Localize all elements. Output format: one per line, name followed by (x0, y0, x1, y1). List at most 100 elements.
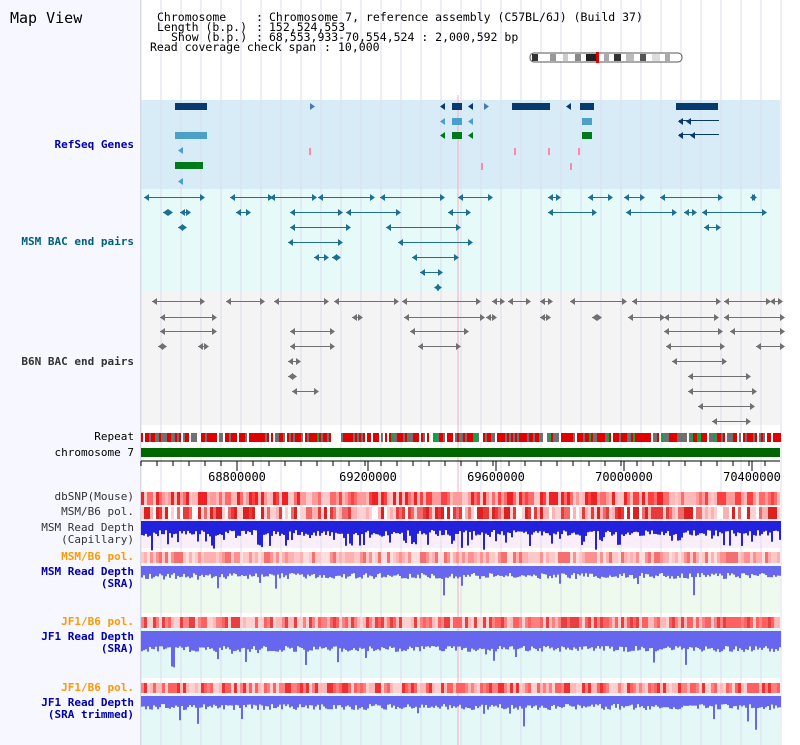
depth-bar (487, 521, 489, 536)
heat-cell (582, 507, 585, 519)
heat-cell (234, 552, 237, 563)
track-label-refseq-genes[interactable]: RefSeq Genes (54, 138, 134, 151)
depth-bar (453, 566, 455, 579)
depth-bar (425, 521, 427, 535)
depth-bar (731, 566, 733, 574)
repeat-cell (205, 433, 207, 442)
track-label-msm-bac[interactable]: MSM BAC end pairs (21, 235, 134, 248)
heat-cell (372, 492, 375, 505)
depth-bar (177, 631, 179, 648)
depth-bar (245, 696, 247, 708)
depth-bar (699, 696, 701, 705)
depth-bar (511, 631, 513, 647)
heat-cell (642, 552, 645, 563)
heat-cell (657, 492, 660, 505)
heat-cell (216, 552, 219, 563)
heat-cell (486, 617, 489, 628)
heat-cell (771, 492, 774, 505)
track-label-b6n-bac[interactable]: B6N BAC end pairs (21, 355, 134, 368)
depth-bar (699, 631, 701, 650)
depth-bar (737, 566, 739, 577)
depth-bar (759, 521, 761, 536)
depth-bar (447, 696, 449, 710)
depth-bar (535, 521, 537, 532)
depth-bar (225, 521, 227, 532)
heat-cell (762, 492, 765, 505)
depth-bar (337, 566, 339, 576)
heat-cell (462, 617, 465, 628)
heat-cell (366, 507, 369, 519)
repeat-cell (469, 433, 471, 442)
depth-bar (173, 521, 175, 535)
depth-bar (149, 631, 151, 647)
bac-end-marker (752, 194, 757, 201)
depth-bar (649, 696, 651, 710)
heat-cell (546, 683, 549, 693)
heat-cell (228, 617, 231, 628)
depth-bar (235, 631, 237, 651)
depth-bar (141, 521, 143, 536)
depth-bar (455, 566, 457, 577)
track-label-jf1-read-depth[interactable]: JF1 Read Depth (41, 630, 134, 643)
heat-cell (597, 507, 600, 519)
heat-cell (702, 492, 705, 505)
track-label-msm-read-depth-capillary[interactable]: MSM Read Depth (41, 521, 134, 534)
depth-bar (539, 521, 541, 532)
heat-cell (630, 492, 633, 505)
depth-bar (331, 521, 333, 533)
depth-bar (591, 631, 593, 648)
depth-bar (757, 631, 759, 650)
heat-cell (660, 617, 663, 628)
heat-cell (426, 507, 429, 519)
track-label-dbsnp[interactable]: dbSNP(Mouse) (54, 490, 134, 503)
heat-cell (654, 683, 657, 693)
heat-cell (261, 507, 264, 519)
heat-cell (300, 552, 303, 563)
repeat-cell (547, 433, 549, 442)
repeat-cell (543, 433, 545, 442)
depth-bar (173, 566, 175, 574)
heat-cell (603, 552, 606, 563)
depth-bar (349, 566, 351, 577)
track-label-jf1-b6-pol-trimmed[interactable]: JF1/B6 pol. (61, 681, 134, 694)
heat-cell (717, 492, 720, 505)
depth-bar (645, 566, 647, 575)
track-label-msm-b6-pol-sra[interactable]: MSM/B6 pol. (61, 550, 134, 563)
heat-cell (729, 683, 732, 693)
heat-cell (564, 492, 567, 505)
heat-cell (165, 617, 168, 628)
heat-cell (459, 492, 462, 505)
depth-bar (529, 521, 531, 547)
track-label-msm-b6-pol-capillary[interactable]: MSM/B6 pol. (61, 505, 134, 518)
heat-cell (600, 507, 603, 519)
depth-bar (545, 566, 547, 575)
heat-cell (657, 617, 660, 628)
heat-cell (504, 492, 507, 505)
heat-cell (270, 492, 273, 505)
repeat-cell (621, 433, 623, 442)
track-label-jf1-read-depth-trimmed[interactable]: JF1 Read Depth (41, 696, 134, 709)
heat-cell (624, 683, 627, 693)
depth-bar (323, 566, 325, 576)
depth-bar (479, 696, 481, 707)
depth-bar (699, 521, 701, 534)
track-label-capillary-suffix: (Capillary) (61, 533, 134, 546)
heat-cell (405, 683, 408, 693)
depth-bar (337, 521, 339, 534)
heat-cell (246, 507, 249, 519)
depth-bar (185, 566, 187, 578)
heat-cell (777, 617, 780, 628)
depth-bar (723, 521, 725, 546)
track-label-jf1-b6-pol[interactable]: JF1/B6 pol. (61, 615, 134, 628)
depth-bar (417, 696, 419, 714)
repeat-cell (245, 433, 247, 442)
depth-bar (575, 566, 577, 579)
depth-bar (287, 566, 289, 579)
bac-end-marker (160, 328, 165, 335)
track-label-msm-read-depth-sra[interactable]: MSM Read Depth (41, 565, 134, 578)
depth-bar (687, 696, 689, 706)
bac-end-marker (492, 314, 497, 321)
depth-bar (177, 521, 179, 543)
ideogram-band (614, 54, 621, 61)
